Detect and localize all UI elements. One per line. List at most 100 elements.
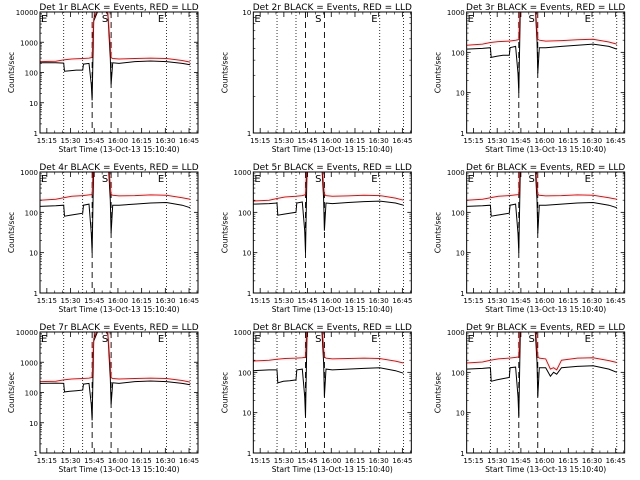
y-tick-label: 1000 <box>20 39 38 47</box>
x-tick-label: 16:00 <box>321 457 341 465</box>
x-tick-label: 16:00 <box>535 297 555 305</box>
series-line-lld <box>40 172 191 201</box>
x-axis-label: Start Time (13-Oct-13 15:10:40) <box>272 145 393 154</box>
y-axis-label: Counts/sec <box>7 212 16 253</box>
x-tick-label: 16:30 <box>582 457 602 465</box>
x-tick-label: 15:30 <box>274 297 294 305</box>
event-marker-label: E <box>468 14 474 25</box>
y-axis-label: Counts/sec <box>434 52 443 93</box>
x-tick-label: 15:15 <box>37 137 57 145</box>
x-tick-label: 16:45 <box>606 457 626 465</box>
x-tick-label: 15:15 <box>37 457 57 465</box>
series-line-lld <box>253 332 404 364</box>
x-tick-label: 16:15 <box>345 297 365 305</box>
x-tick-label: 15:30 <box>274 137 294 145</box>
event-marker-label: E <box>41 174 47 185</box>
y-tick-label: 10 <box>456 250 465 258</box>
x-tick-label: 16:30 <box>155 457 175 465</box>
y-tick-label: 1000 <box>447 169 465 177</box>
x-tick-label: 15:30 <box>60 457 80 465</box>
panel-title: Det 9r BLACK = Events, RED = LLD <box>466 323 625 333</box>
x-tick-label: 16:30 <box>582 297 602 305</box>
x-tick-label: 15:15 <box>250 137 270 145</box>
y-tick-label: 10 <box>456 90 465 98</box>
x-tick-label: 15:45 <box>297 297 317 305</box>
x-tick-label: 16:30 <box>369 297 389 305</box>
x-tick-label: 15:30 <box>274 457 294 465</box>
x-tick-label: 16:00 <box>108 457 128 465</box>
event-marker-label: S <box>102 174 108 185</box>
y-tick-label: 1 <box>460 450 464 458</box>
y-tick-label: 100 <box>25 70 38 78</box>
x-tick-label: 15:15 <box>463 457 483 465</box>
event-marker-label: S <box>315 334 321 345</box>
y-tick-label: 1 <box>34 130 38 138</box>
plot-frame <box>252 11 412 134</box>
x-tick-label: 16:15 <box>345 457 365 465</box>
y-axis-label: Counts/sec <box>7 52 16 93</box>
chart-panel-1: Det 1r BLACK = Events, RED = LLD 1 10 100 10… <box>7 3 199 154</box>
x-tick-label: 16:15 <box>132 137 152 145</box>
x-tick-label: 16:15 <box>132 457 152 465</box>
event-marker-label: E <box>585 14 591 25</box>
event-marker-label: S <box>528 334 534 345</box>
x-tick-label: 16:30 <box>369 137 389 145</box>
x-axis-label: Start Time (13-Oct-13 15:10:40) <box>485 145 606 154</box>
x-axis-label: Start Time (13-Oct-13 15:10:40) <box>272 465 393 474</box>
y-tick-label: 10 <box>242 250 251 258</box>
series-line-events <box>253 332 404 417</box>
y-tick-label: 100 <box>238 369 251 377</box>
x-tick-label: 16:15 <box>345 137 365 145</box>
series-line-events <box>40 172 191 253</box>
panel-title: Det 1r BLACK = Events, RED = LLD <box>39 3 198 13</box>
y-tick-label: 1 <box>34 290 38 298</box>
chart-panel-7: Det 7r BLACK = Events, RED = LLD 1 10 100 10… <box>7 323 199 474</box>
event-marker-label: E <box>585 334 591 345</box>
event-marker-label: S <box>315 174 321 185</box>
event-marker-label: E <box>41 334 47 345</box>
y-tick-label: 10 <box>29 100 38 108</box>
series-line-events <box>466 332 617 417</box>
x-tick-label: 15:30 <box>60 137 80 145</box>
series-line-events <box>466 172 617 253</box>
y-tick-label: 1 <box>460 130 464 138</box>
y-axis-label: Counts/sec <box>220 372 229 413</box>
event-marker-label: S <box>102 334 108 345</box>
chart-panel-9: Det 9r BLACK = Events, RED = LLD 1 10 100 10… <box>434 323 626 474</box>
plot-frame <box>39 171 199 294</box>
y-tick-label: 10 <box>456 410 465 418</box>
event-marker-label: E <box>371 174 377 185</box>
y-tick-label: 100 <box>451 49 464 57</box>
event-marker-label: E <box>41 14 47 25</box>
event-marker-label: E <box>468 174 474 185</box>
y-tick-label: 10000 <box>16 329 38 337</box>
y-tick-label: 10 <box>242 9 251 17</box>
y-tick-label: 100 <box>451 209 464 217</box>
y-tick-label: 100 <box>25 209 38 217</box>
x-tick-label: 16:00 <box>321 137 341 145</box>
event-marker-label: E <box>254 14 260 25</box>
x-tick-label: 16:15 <box>558 137 578 145</box>
x-axis-label: Start Time (13-Oct-13 15:10:40) <box>272 305 393 314</box>
event-marker-label: E <box>371 14 377 25</box>
series-line-lld <box>40 12 191 63</box>
event-marker-label: E <box>158 174 164 185</box>
plot-frame <box>252 171 412 294</box>
event-marker-label: S <box>528 174 534 185</box>
chart-panel-4: Det 4r BLACK = Events, RED = LLD 1 10 100 10… <box>7 163 199 314</box>
chart-panel-5: Det 5r BLACK = Events, RED = LLD 1 10 100 10… <box>220 163 412 314</box>
x-tick-label: 16:45 <box>392 137 412 145</box>
x-tick-label: 16:30 <box>155 297 175 305</box>
x-tick-label: 15:45 <box>511 137 531 145</box>
x-tick-label: 16:00 <box>535 137 555 145</box>
panel-title: Det 4r BLACK = Events, RED = LLD <box>39 163 198 173</box>
y-tick-label: 10000 <box>16 9 38 17</box>
panel-title: Det 2r BLACK = Events, RED = LLD <box>253 3 412 13</box>
series-line-events <box>466 12 617 93</box>
x-axis-label: Start Time (13-Oct-13 15:10:40) <box>58 465 179 474</box>
y-tick-label: 1000 <box>447 9 465 17</box>
y-tick-label: 1000 <box>234 329 252 337</box>
x-tick-label: 16:45 <box>179 137 199 145</box>
x-tick-label: 15:15 <box>250 457 270 465</box>
x-axis-label: Start Time (13-Oct-13 15:10:40) <box>485 465 606 474</box>
